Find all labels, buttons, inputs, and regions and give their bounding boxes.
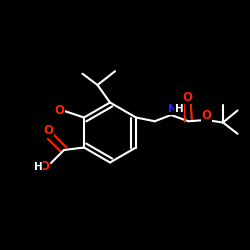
Text: O: O: [43, 124, 53, 137]
Text: O: O: [40, 160, 50, 173]
Text: O: O: [202, 108, 212, 122]
Text: H: H: [174, 104, 183, 115]
Text: N: N: [168, 104, 177, 115]
Text: H: H: [34, 162, 42, 172]
Text: O: O: [182, 90, 192, 104]
Text: O: O: [55, 104, 65, 117]
